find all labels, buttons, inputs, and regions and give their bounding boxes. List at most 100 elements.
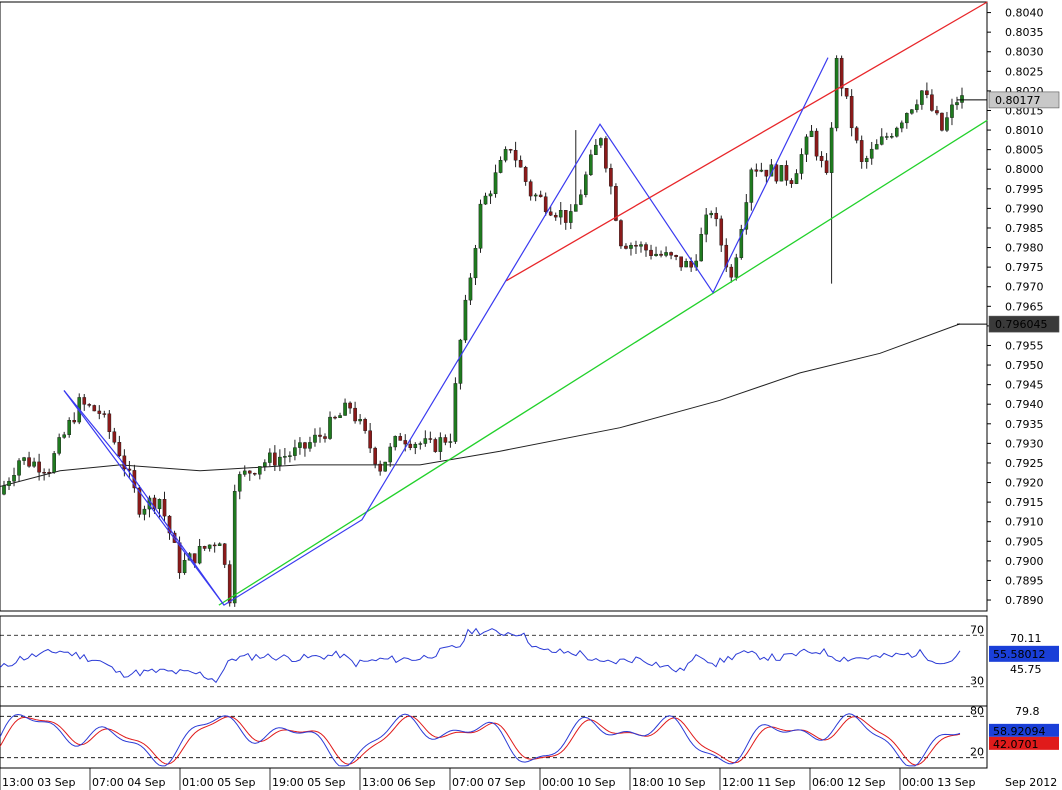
y-tick-label: 0.7925	[1005, 457, 1044, 470]
candle	[318, 427, 322, 443]
candle-body	[950, 104, 954, 118]
stochastic-pane	[0, 705, 988, 769]
candle-body	[584, 174, 588, 195]
candle-body	[32, 461, 36, 467]
candle	[333, 415, 337, 420]
candle-body	[699, 234, 703, 262]
candle	[573, 130, 578, 212]
x-tick-label: 12:00 11 Sep	[722, 776, 795, 789]
price-tag-layer: 0.80177 0.796045	[957, 91, 1060, 333]
candle	[42, 468, 46, 481]
candle	[117, 435, 122, 457]
candle-body	[684, 261, 688, 268]
candle-body	[152, 497, 157, 510]
candle	[67, 417, 72, 438]
y-tick-label: 0.8030	[1005, 46, 1044, 59]
candle	[915, 99, 919, 113]
candle	[458, 338, 463, 390]
candle	[784, 160, 789, 186]
candle	[107, 410, 112, 439]
candle-body	[463, 299, 468, 341]
candle-body	[874, 144, 879, 150]
y-tick-label: 0.8010	[1005, 124, 1044, 137]
y-tick-label: 0.8000	[1005, 163, 1044, 176]
candle-body	[523, 167, 528, 182]
candle-body	[960, 95, 964, 103]
candle-body	[403, 440, 408, 445]
candle-body	[654, 253, 658, 256]
candle	[794, 169, 799, 185]
price-pane	[0, 1, 988, 612]
candle	[182, 552, 187, 575]
candle-body	[714, 212, 719, 220]
candle-body	[157, 499, 162, 510]
candle-body	[333, 416, 337, 419]
candle	[212, 542, 217, 553]
candle-body	[920, 90, 924, 105]
candle	[443, 434, 448, 446]
candle	[112, 427, 117, 445]
candle	[669, 251, 673, 260]
y-tick-label: 0.7910	[1005, 516, 1044, 529]
candle	[207, 544, 212, 552]
y-tick-label: 0.7935	[1005, 418, 1044, 431]
candle-body	[448, 441, 453, 443]
candle	[719, 215, 724, 252]
candle-body	[945, 117, 949, 131]
candle-body	[217, 543, 222, 546]
rsi-value: 55.58012	[993, 648, 1046, 661]
candle	[809, 124, 814, 138]
y-tick-label: 0.7985	[1005, 222, 1044, 235]
candle	[584, 171, 588, 198]
candle-body	[368, 430, 372, 449]
stochastic-k-value: 58.92094	[993, 725, 1046, 738]
candle	[423, 430, 428, 447]
candle	[634, 240, 638, 254]
candle-body	[649, 249, 653, 256]
candle-body	[849, 96, 854, 129]
candle	[804, 134, 809, 163]
candle-body	[42, 471, 46, 474]
y-tick-label: 0.7915	[1005, 496, 1044, 509]
x-tick-label: 00:00 10 Sep	[542, 776, 615, 789]
stochastic-level-label: 20	[970, 746, 984, 759]
candle	[62, 431, 66, 439]
candle-body	[207, 544, 212, 549]
candle-body	[47, 472, 51, 474]
candle-body	[142, 508, 147, 515]
candle	[930, 89, 934, 112]
candle-body	[604, 138, 608, 169]
candle	[704, 207, 708, 243]
candle	[538, 190, 543, 198]
stochastic-upper-value: 79.8	[1015, 705, 1040, 718]
stochastic-d-box	[989, 736, 1059, 750]
candle-body	[749, 169, 754, 203]
candle-body	[508, 149, 513, 151]
candle-body	[97, 410, 102, 414]
candle-body	[789, 180, 794, 184]
candle	[137, 485, 142, 518]
candle	[313, 428, 317, 447]
candle	[950, 98, 954, 126]
candle-body	[197, 546, 202, 564]
candle	[759, 162, 764, 173]
candle-body	[844, 88, 849, 97]
candle	[599, 137, 603, 148]
candle-body	[925, 90, 929, 95]
candle-body	[854, 127, 859, 141]
candle	[393, 435, 398, 451]
candle	[273, 445, 277, 471]
candle	[388, 443, 393, 467]
candle	[97, 405, 102, 420]
candle-body	[107, 413, 112, 432]
candle-body	[839, 58, 844, 89]
candle	[413, 442, 418, 455]
candle-body	[438, 437, 443, 452]
candle	[37, 453, 41, 481]
candle-body	[744, 202, 749, 230]
candle	[594, 139, 598, 155]
candle-body	[52, 453, 56, 473]
candle-body	[318, 434, 322, 437]
candle	[353, 401, 357, 424]
x-tick-label: 07:00 07 Sep	[452, 776, 525, 789]
